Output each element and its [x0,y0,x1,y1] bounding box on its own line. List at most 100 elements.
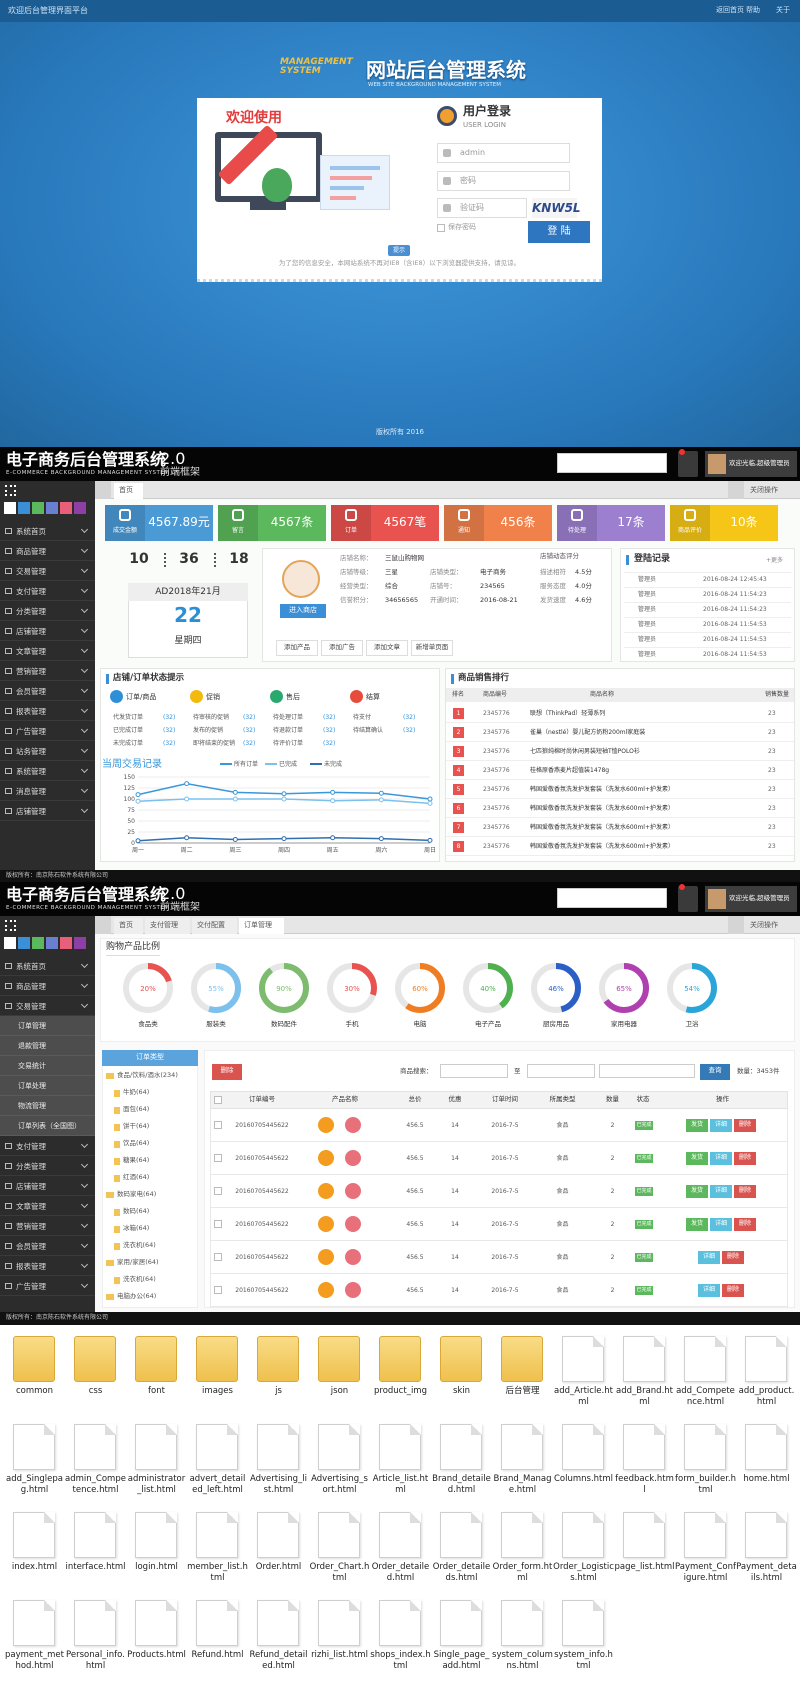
header-checkbox[interactable] [214,1096,222,1104]
shop-button[interactable]: 进入商店 [280,604,326,618]
file-icon[interactable] [623,1336,665,1382]
search-box[interactable] [557,888,667,908]
menu-item[interactable] [0,581,95,601]
file-icon[interactable] [501,1600,543,1646]
captcha-input[interactable]: 验证码 [437,198,527,218]
tree-group[interactable]: 食品/饮料/酒水(234) [117,1071,178,1079]
shop-tab[interactable]: 新增单页面 [411,640,453,656]
menu-item[interactable] [0,701,95,721]
action-button[interactable]: 发货 [686,1119,708,1132]
skin-swatch[interactable] [4,937,16,949]
file-icon[interactable] [501,1512,543,1558]
row-checkbox[interactable] [214,1220,222,1228]
input-field[interactable]: admin [437,143,570,163]
ranking-name[interactable]: 韩国爱敬香氛洗发护发套装（洗发水600ml+护发素） [530,824,674,831]
tab-action[interactable]: 关闭操作 [750,921,778,929]
date-input[interactable] [440,1064,508,1078]
status-item[interactable]: 待评价订单 [273,740,304,747]
file-icon[interactable] [562,1336,604,1382]
skin-swatch[interactable] [60,937,72,949]
ranking-name[interactable]: 联想（ThinkPad）轻薄系列 [530,710,606,717]
submenu-item[interactable] [0,1056,95,1076]
menu-item[interactable] [0,561,95,581]
action-button[interactable]: 删除 [734,1119,756,1132]
submenu-item[interactable] [0,1076,95,1096]
file-icon[interactable] [623,1512,665,1558]
skin-swatch[interactable] [74,937,86,949]
skin-swatch[interactable] [46,502,58,514]
file-icon[interactable] [562,1600,604,1646]
records-more[interactable]: +更多 [766,557,784,564]
skin-swatch[interactable] [32,937,44,949]
skin-swatch[interactable] [18,502,30,514]
skin-swatch[interactable] [46,937,58,949]
top-link[interactable]: 返回首页 [716,6,744,14]
menu-item[interactable] [0,1216,95,1236]
status-tab[interactable]: 订单/商品 [126,693,157,701]
submenu-item[interactable] [0,1036,95,1056]
skin-swatch[interactable] [4,502,16,514]
shop-tab[interactable]: 添加产品 [276,640,318,656]
ranking-name[interactable]: 七匹狼纯棉时尚休闲男装短袖T恤POLO衫 [530,748,640,755]
action-button[interactable]: 删除 [734,1218,756,1231]
file-icon[interactable] [318,1424,360,1470]
status-item[interactable]: 即将结束的促销 [193,740,236,747]
tree-item[interactable]: 洗衣机(64) [123,1241,156,1249]
file-icon[interactable] [745,1512,787,1558]
file-icon[interactable] [318,1600,360,1646]
menu-item[interactable] [0,601,95,621]
bell-button[interactable] [678,451,698,477]
action-button[interactable]: 删除 [734,1152,756,1165]
file-icon[interactable] [379,1424,421,1470]
row-checkbox[interactable] [214,1121,222,1129]
menu-item[interactable] [0,761,95,781]
file-icon[interactable] [379,1512,421,1558]
menu-item[interactable] [0,781,95,801]
file-icon[interactable] [196,1512,238,1558]
file-icon[interactable] [501,1424,543,1470]
status-item[interactable]: 待支付 [353,714,372,721]
row-checkbox[interactable] [214,1154,222,1162]
action-button[interactable]: 详细 [698,1284,720,1297]
captcha[interactable]: KNW5L [532,198,581,218]
status-tab[interactable]: 售后 [286,693,300,701]
status-item[interactable]: 未完成订单 [113,740,144,747]
bell-button[interactable] [678,886,698,912]
tree-group[interactable]: 电脑办公(64) [117,1292,157,1300]
file-icon[interactable] [745,1336,787,1382]
status-item[interactable]: 已完成订单 [113,727,144,734]
menu-item[interactable] [0,1176,95,1196]
file-icon[interactable] [440,1600,482,1646]
tree-item[interactable]: 红酒(64) [123,1173,150,1181]
file-icon[interactable] [562,1512,604,1558]
ranking-name[interactable]: 桂格原香燕麦片超值装1478g [530,767,610,774]
skin-swatch[interactable] [18,937,30,949]
status-item[interactable]: 发布的促销 [193,727,224,734]
menu-item[interactable] [0,641,95,661]
menu-item[interactable] [0,681,95,701]
menu-item[interactable] [0,1196,95,1216]
submenu-item[interactable] [0,1096,95,1116]
stat-card[interactable] [557,505,665,541]
tab-prev[interactable] [95,481,111,499]
ranking-name[interactable]: 韩国爱敬香氛洗发护发套装（洗发水600ml+护发素） [530,786,674,793]
action-button[interactable]: 删除 [722,1284,744,1297]
stat-card[interactable] [331,505,439,541]
action-button[interactable]: 详细 [710,1119,732,1132]
tab[interactable]: 首页 [114,483,143,499]
file-icon[interactable] [745,1424,787,1470]
menu-item[interactable] [0,1156,95,1176]
folder-icon[interactable] [74,1336,116,1382]
file-icon[interactable] [257,1512,299,1558]
search-box[interactable] [557,453,667,473]
submenu-item[interactable] [0,1016,95,1036]
menu-item[interactable] [0,1236,95,1256]
file-icon[interactable] [623,1424,665,1470]
file-icon[interactable] [13,1512,55,1558]
stat-card[interactable] [670,505,778,541]
menu-item[interactable] [0,541,95,561]
menu-item[interactable] [0,621,95,641]
tab-next[interactable] [728,481,744,499]
row-checkbox[interactable] [214,1187,222,1195]
menu-item[interactable] [0,741,95,761]
